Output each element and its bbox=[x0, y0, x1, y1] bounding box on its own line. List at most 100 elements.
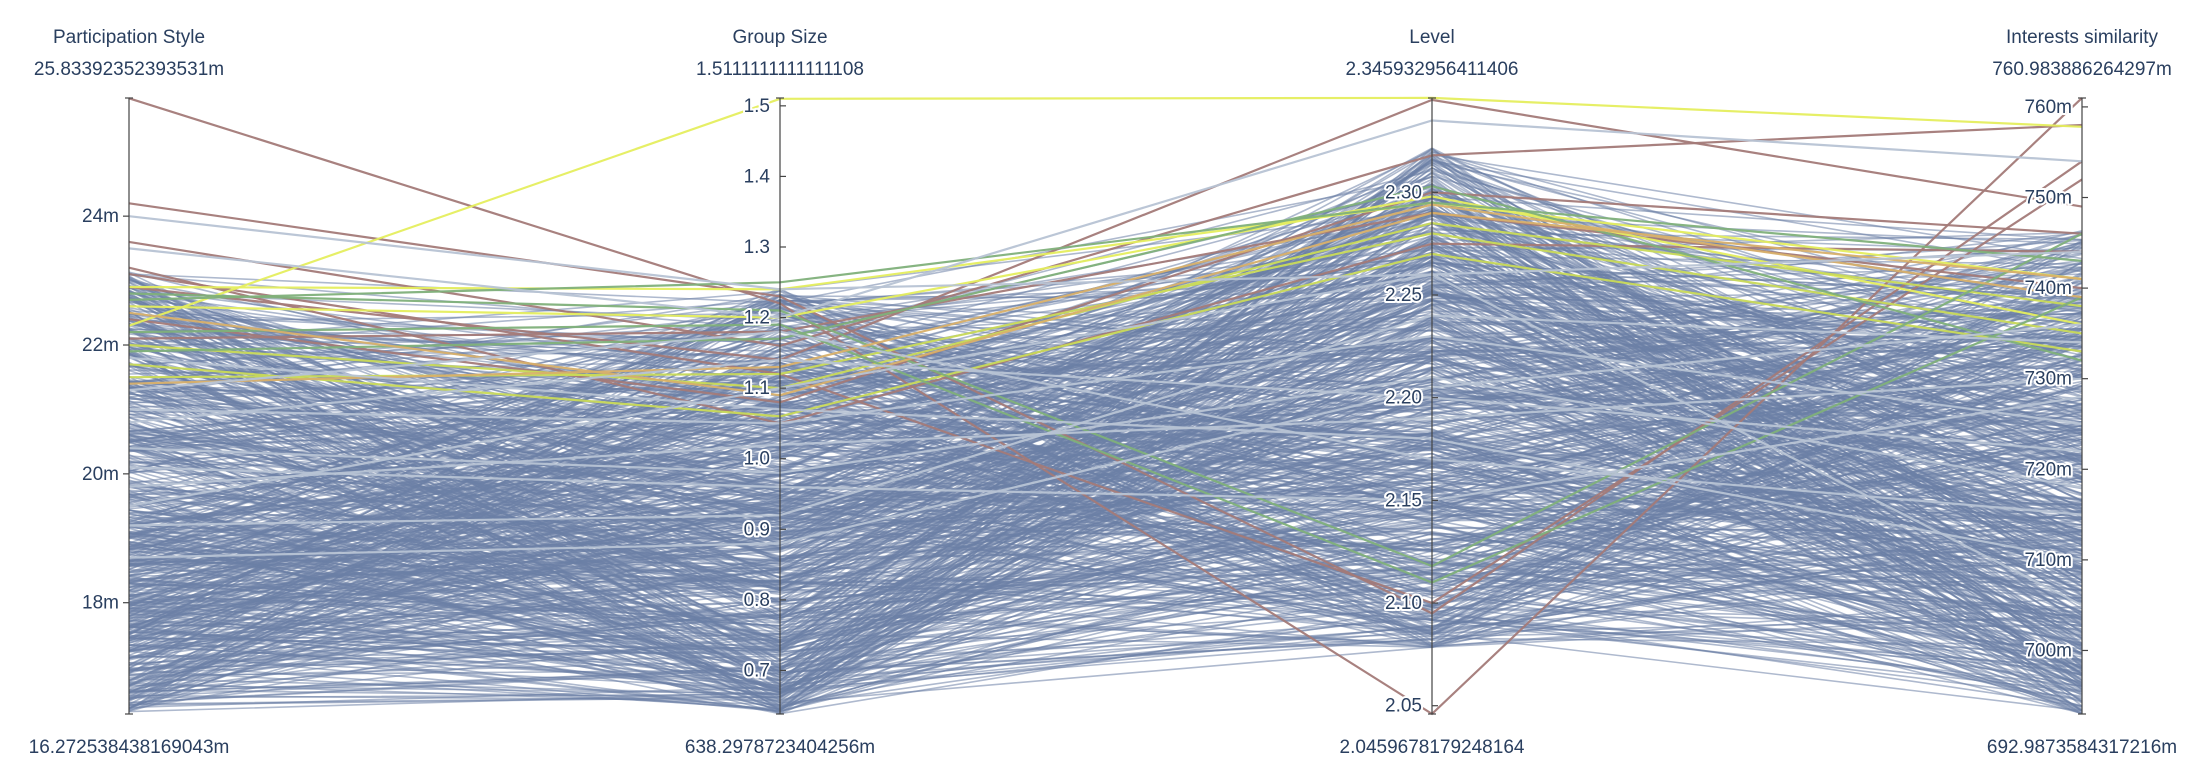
data-polyline[interactable] bbox=[128, 273, 2083, 607]
axis-interests_similarity[interactable]: Interests similarity 760.983886264297m 692… bbox=[1987, 27, 2177, 758]
background-line bbox=[128, 231, 2083, 492]
background-line bbox=[128, 613, 2083, 707]
axis-tick-label: 730m bbox=[2024, 369, 2072, 390]
axis-participation_style[interactable]: Participation Style 25.83392352393531m 16.… bbox=[29, 27, 230, 758]
axis-tick-label: 1.4 bbox=[744, 166, 771, 187]
axis-tick-label: 1.0 bbox=[744, 449, 770, 470]
background-line bbox=[128, 271, 2083, 574]
background-line bbox=[128, 234, 2083, 652]
axis-title: Interests similarity bbox=[2006, 27, 2159, 48]
data-polyline[interactable] bbox=[128, 185, 2083, 362]
axis-range-min-label: 638.2978723404256m bbox=[685, 737, 875, 758]
data-polyline[interactable] bbox=[128, 356, 2083, 561]
background-line bbox=[128, 270, 2083, 696]
background-line bbox=[128, 280, 2083, 543]
axis-tick-label: 18m bbox=[82, 593, 119, 614]
background-line bbox=[128, 335, 2083, 623]
axis-tick-label: 2.30 bbox=[1385, 182, 1422, 203]
background-line bbox=[128, 538, 2083, 693]
background-line bbox=[128, 182, 2083, 523]
background-line bbox=[128, 239, 2083, 634]
background-line bbox=[128, 452, 2083, 672]
axes-layer: Participation Style 25.83392352393531m 16.… bbox=[29, 27, 2177, 758]
data-polyline[interactable] bbox=[128, 323, 2083, 559]
background-line bbox=[128, 316, 2083, 618]
background-line bbox=[128, 542, 2083, 702]
axis-tick-label: 0.7 bbox=[744, 660, 770, 681]
background-line bbox=[128, 547, 2083, 658]
data-polyline[interactable] bbox=[128, 232, 2083, 568]
data-polyline[interactable] bbox=[128, 358, 2083, 453]
axis-tick-label: 750m bbox=[2024, 188, 2072, 209]
axis-tick-label: 1.1 bbox=[744, 378, 770, 399]
background-line bbox=[128, 245, 2083, 620]
background-line bbox=[128, 456, 2083, 677]
background-line bbox=[128, 339, 2083, 500]
axis-title: Level bbox=[1409, 27, 1454, 48]
record-lines bbox=[128, 96, 2083, 716]
background-line bbox=[128, 383, 2083, 617]
data-polyline[interactable] bbox=[128, 195, 2083, 326]
background-line bbox=[128, 329, 2083, 674]
axis-group_size[interactable]: Group Size 1.5111111111111108 638.29787234… bbox=[685, 27, 875, 758]
background-line bbox=[128, 240, 2083, 684]
axis-tick-label: 710m bbox=[2024, 550, 2072, 571]
data-polyline[interactable] bbox=[128, 330, 2083, 516]
background-line bbox=[128, 458, 2083, 690]
background-line bbox=[128, 542, 2083, 654]
axis-tick-label: 2.20 bbox=[1385, 388, 1422, 409]
background-line bbox=[128, 461, 2083, 670]
data-polyline[interactable] bbox=[128, 215, 2083, 291]
background-line bbox=[128, 243, 2083, 661]
background-line bbox=[128, 504, 2083, 669]
axis-range-min-label: 16.272538438169043m bbox=[29, 737, 230, 758]
data-polyline[interactable] bbox=[128, 201, 2083, 301]
background-line bbox=[128, 337, 2083, 604]
polylines-layer bbox=[128, 96, 2083, 716]
background-line bbox=[128, 438, 2083, 649]
data-polyline[interactable] bbox=[128, 97, 2083, 716]
data-polyline[interactable] bbox=[128, 221, 2083, 390]
axis-tick-label: 1.3 bbox=[744, 237, 770, 258]
background-line bbox=[128, 310, 2083, 653]
background-line bbox=[128, 442, 2083, 679]
background-line bbox=[128, 352, 2083, 643]
background-line bbox=[128, 417, 2083, 630]
data-polyline[interactable] bbox=[128, 160, 2083, 615]
axis-range-max-label: 1.5111111111111108 bbox=[696, 59, 864, 80]
axis-tick-label: 760m bbox=[2024, 97, 2072, 118]
background-line bbox=[128, 518, 2083, 644]
axis-tick-label: 2.15 bbox=[1385, 490, 1422, 511]
data-polyline[interactable] bbox=[128, 201, 2083, 291]
background-line bbox=[128, 385, 2083, 676]
background-line bbox=[128, 159, 2083, 682]
axis-tick-label: 20m bbox=[82, 464, 119, 485]
data-polyline[interactable] bbox=[128, 314, 2083, 527]
background-line bbox=[128, 455, 2083, 554]
axis-tick-label: 22m bbox=[82, 335, 119, 356]
axis-tick-label: 2.05 bbox=[1385, 696, 1422, 717]
axis-tick-label: 700m bbox=[2024, 640, 2072, 661]
data-polyline[interactable] bbox=[128, 96, 2083, 327]
background-line bbox=[128, 187, 2083, 683]
data-polyline[interactable] bbox=[128, 98, 2083, 362]
data-polyline[interactable] bbox=[128, 203, 2083, 385]
background-line bbox=[128, 424, 2083, 709]
axis-tick-label: 24m bbox=[82, 206, 119, 227]
background-line bbox=[128, 456, 2083, 677]
background-line bbox=[128, 405, 2083, 712]
data-polyline[interactable] bbox=[128, 211, 2083, 397]
background-line-bundle bbox=[128, 147, 2083, 715]
axis-range-min-label: 692.9873584317216m bbox=[1987, 737, 2177, 758]
data-polyline[interactable] bbox=[128, 395, 2083, 502]
axis-tick-label: 0.8 bbox=[744, 590, 770, 611]
axis-tick-label: 2.10 bbox=[1385, 593, 1422, 614]
data-polyline[interactable] bbox=[128, 119, 2083, 319]
data-polyline[interactable] bbox=[128, 377, 2083, 488]
axis-tick-label: 2.25 bbox=[1385, 285, 1422, 306]
axis-range-max-label: 25.83392352393531m bbox=[34, 59, 224, 80]
axis-level[interactable]: Level 2.345932956411406 2.0459678179248164… bbox=[1340, 27, 1525, 758]
axis-tick-label: 720m bbox=[2024, 459, 2072, 480]
background-line bbox=[128, 449, 2083, 617]
